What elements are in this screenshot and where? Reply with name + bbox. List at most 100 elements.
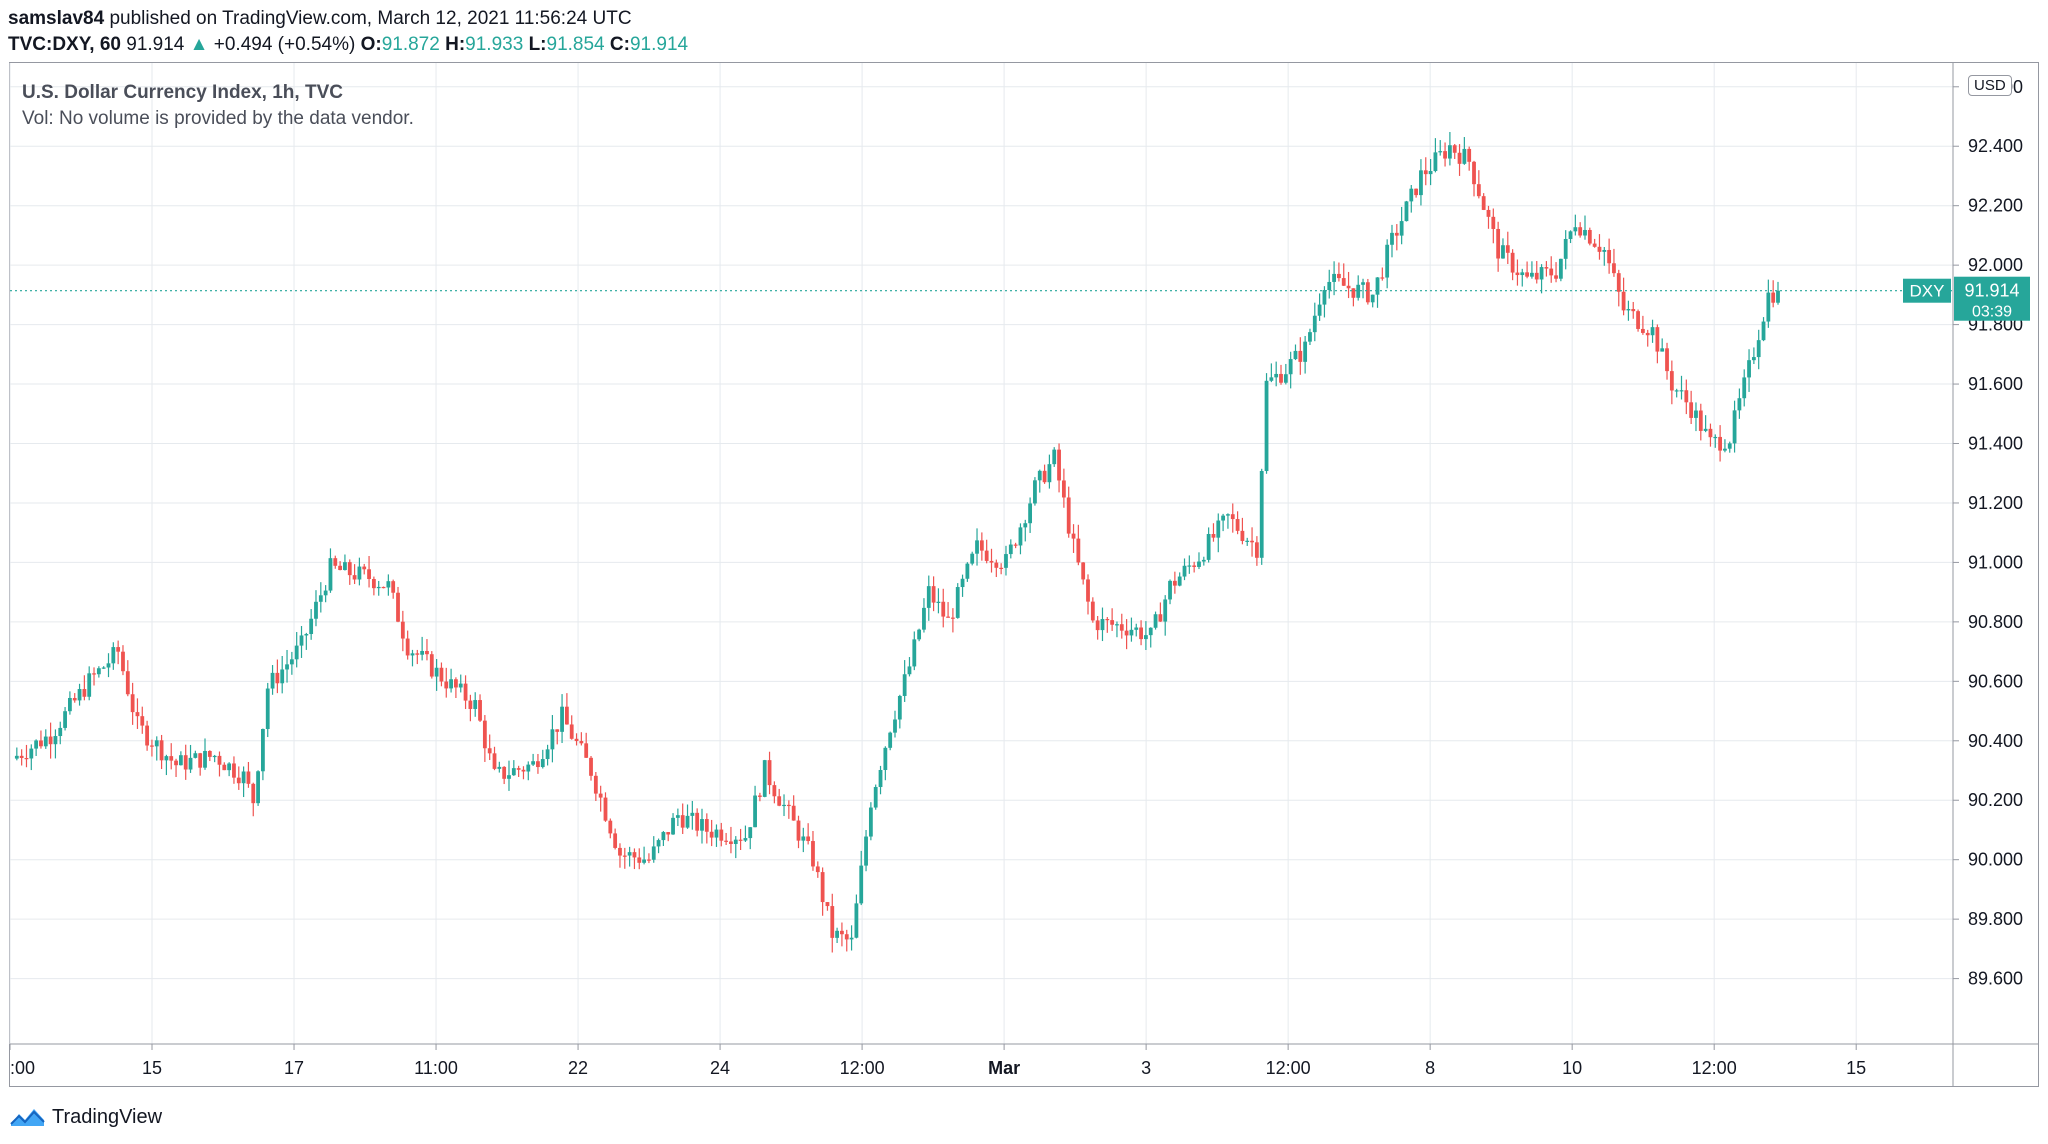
- candle-up: [1182, 565, 1187, 577]
- candle-down: [579, 741, 584, 744]
- candle-up: [1419, 170, 1423, 196]
- close-value: 91.914: [629, 34, 689, 55]
- candle-down: [1230, 514, 1235, 520]
- candle-down: [704, 819, 709, 832]
- candle-down: [1365, 282, 1370, 303]
- price-tag-value: 91.914: [1964, 281, 2019, 301]
- candle-down: [1090, 601, 1095, 621]
- candle-down: [603, 797, 608, 821]
- candle-down: [1158, 614, 1163, 622]
- candle-down: [1616, 273, 1621, 292]
- candle-down: [1505, 245, 1510, 253]
- candle-down: [1544, 267, 1549, 269]
- candle-up: [1216, 520, 1221, 538]
- candle-up: [1433, 152, 1438, 172]
- candle-up: [1037, 470, 1042, 481]
- candle-up: [960, 578, 965, 588]
- candle-up: [526, 764, 531, 772]
- candle-down: [1394, 232, 1399, 236]
- publish-header: samslav84 published on TradingView.com, …: [8, 6, 632, 32]
- x-tick-label: 15: [142, 1058, 162, 1078]
- candle-up: [1144, 635, 1148, 640]
- candle-up: [1129, 629, 1134, 636]
- y-tick-label: 92.000: [1968, 255, 2023, 275]
- candle-down: [1636, 311, 1640, 329]
- candle-up: [1361, 282, 1365, 285]
- candle-up: [1501, 245, 1505, 259]
- candle-down: [820, 872, 825, 903]
- candle-up: [1226, 514, 1230, 516]
- candle-up: [545, 749, 550, 760]
- candle-up: [1742, 377, 1747, 399]
- candle-up: [1732, 410, 1737, 444]
- candle-up: [1776, 290, 1780, 303]
- candle-down: [521, 769, 526, 772]
- candle-down: [941, 601, 946, 617]
- candle-down: [1510, 252, 1515, 273]
- candle-up: [975, 540, 979, 554]
- candle-up: [675, 815, 680, 818]
- candle-down: [439, 667, 444, 682]
- x-tick-label: 12:00: [1266, 1058, 1311, 1078]
- candle-up: [897, 695, 902, 720]
- candle-down: [1139, 627, 1143, 640]
- candle-down: [1481, 196, 1486, 210]
- candle-up: [1356, 284, 1361, 298]
- candle-down: [1086, 579, 1090, 602]
- candle-down: [777, 796, 782, 806]
- candle-up: [434, 667, 439, 677]
- candle-up: [1761, 321, 1766, 341]
- candle-down: [1071, 533, 1076, 539]
- candle-up: [1008, 544, 1013, 555]
- candle-down: [1346, 285, 1351, 289]
- candle-up: [1283, 374, 1288, 383]
- candle-up: [265, 688, 270, 730]
- candle-down: [169, 756, 174, 761]
- candle-down: [1472, 161, 1476, 185]
- candle-up: [1766, 292, 1771, 322]
- candle-down: [709, 831, 714, 838]
- candle-up: [193, 753, 198, 758]
- candle-down: [1351, 288, 1356, 298]
- candle-up: [733, 839, 738, 845]
- candle-down: [478, 700, 482, 721]
- candle-down: [1172, 580, 1177, 586]
- symbol-tag: [1903, 278, 1951, 303]
- candle-up: [888, 732, 893, 748]
- candle-up: [1028, 503, 1033, 524]
- candle-down: [979, 540, 984, 551]
- open-value: 91.872: [381, 34, 440, 55]
- candle-down: [574, 738, 579, 742]
- candle-down: [1467, 148, 1472, 162]
- candle-up: [1047, 464, 1052, 483]
- chart-legend: U.S. Dollar Currency Index, 1h, TVC Vol:…: [22, 80, 414, 132]
- candle-up: [835, 930, 839, 938]
- candle-up: [1312, 315, 1317, 333]
- candle-down: [598, 793, 603, 798]
- candle-down: [72, 697, 77, 701]
- low-value: 91.854: [546, 34, 605, 55]
- candle-down: [593, 775, 598, 794]
- candle-down: [405, 638, 410, 656]
- candle-up: [1245, 540, 1250, 542]
- candle-up: [1018, 527, 1023, 546]
- candle-down: [1076, 538, 1081, 563]
- candle-down: [536, 761, 540, 768]
- candle-down: [647, 859, 651, 861]
- candle-up: [1023, 523, 1028, 528]
- candle-up: [864, 836, 868, 866]
- candle-down: [125, 671, 130, 695]
- y-tick-label: 89.600: [1968, 969, 2023, 989]
- publisher-name[interactable]: samslav84: [8, 8, 105, 29]
- candle-down: [400, 621, 405, 639]
- candle-down: [984, 550, 989, 561]
- candle-down: [1771, 292, 1776, 303]
- currency-button[interactable]: USD: [1968, 75, 2012, 96]
- candle-up: [299, 635, 304, 646]
- candle-down: [1607, 249, 1612, 264]
- footer-brand[interactable]: TradingView: [10, 1104, 162, 1130]
- candle-down: [1279, 373, 1283, 383]
- candle-down: [796, 820, 801, 841]
- candle-down: [1380, 277, 1385, 279]
